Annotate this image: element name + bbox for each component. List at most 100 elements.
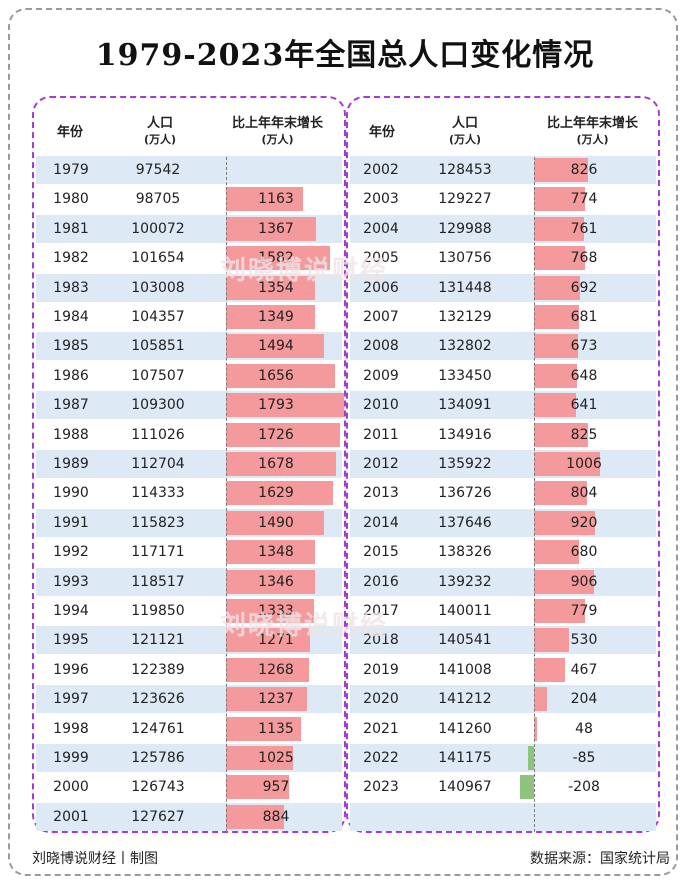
table-row: 1980 98705 1163 [36,185,342,213]
year-label: 2017 [363,603,399,619]
table-row: 1991 115823 1490 [36,508,342,537]
table-row: 2002 128453 826 [350,156,656,184]
table-row: 2021 141260 48 [350,715,656,743]
table-row: 1979 97542 [36,156,342,184]
table-row: 2015 138326 680 [350,538,656,566]
growth-value: 1271 [258,632,294,649]
growth-value: 1582 [258,250,294,267]
table-row: 2013 136726 804 [350,479,656,507]
table-row: 1987 109300 1793 [36,391,344,420]
growth-bar [226,657,310,682]
year-label: 2013 [363,485,399,502]
year-label: 1989 [53,456,89,472]
year-label: 2023 [363,779,399,796]
growth-bar [534,452,601,476]
population-value: 112704 [131,456,185,472]
growth-value: 673 [570,338,598,355]
growth-value: 648 [570,367,598,384]
year-label: 1993 [53,573,89,590]
table-row: 1995 121121 1271 [36,626,342,655]
table-row: 2019 141008 467 [350,656,656,684]
table-row: 2007 132129 681 [350,303,656,331]
growth-bar [226,187,303,212]
growth-value: 779 [570,603,598,619]
population-value: 141212 [438,691,492,708]
growth-bar [534,540,579,565]
growth-bar [226,628,310,653]
population-value: 114333 [131,485,185,502]
right-table-panel [346,96,660,833]
growth-value: 1025 [258,750,294,766]
growth-bar [520,775,534,800]
growth-value: 1346 [258,573,294,590]
growth-value: -85 [572,750,596,766]
year-label: 1988 [53,426,89,443]
growth-bar [226,599,314,623]
year-label: 1991 [53,514,89,531]
year-label: 1996 [53,661,89,678]
year-label: 2010 [363,397,399,414]
growth-value: 1348 [258,544,294,561]
population-value: 100072 [131,220,185,237]
year-label: 1982 [53,250,89,267]
header-growth-right: 比上年年末增长 (万人) [530,116,655,148]
population-value: 115823 [131,514,185,531]
year-label: 1987 [53,397,89,414]
growth-bar [534,599,586,623]
table-row: 2017 140011 779 [350,597,656,625]
year-label: 2016 [363,573,399,590]
growth-value: 884 [262,808,290,825]
population-value: 105851 [131,338,185,355]
population-value: 126743 [131,779,185,796]
population-value: 127627 [131,808,185,825]
growth-value: 467 [570,661,598,678]
population-value: 125786 [131,750,185,766]
growth-bar [226,246,331,271]
table-row: 2000 126743 957 [36,773,342,801]
header-growth-label: 比上年年末增长 [546,116,638,131]
growth-value: 641 [570,397,598,414]
table-row: 1981 100072 1367 [36,214,342,243]
year-label: 2020 [363,691,399,708]
growth-value: 1163 [258,191,294,208]
population-value: 132129 [438,309,492,325]
year-label: 2002 [363,162,399,178]
year-label: 2000 [53,779,89,796]
year-label: 2022 [363,750,399,766]
header-growth-unit: (万人) [576,133,609,146]
growth-bar [226,510,325,535]
growth-bar [528,746,534,770]
growth-value: 804 [570,485,598,502]
growth-value: 957 [262,779,290,796]
table-row: 2003 129227 774 [350,185,656,213]
table-row: 2011 134916 825 [350,421,656,449]
population-value: 138326 [438,544,492,561]
growth-value: 1237 [258,691,294,708]
growth-value: 1006 [566,456,602,472]
footer-source: 数据来源：国家统计局 [530,851,670,867]
year-label: 2003 [363,191,399,208]
year-label: 2007 [363,309,399,325]
population-value: 139232 [438,573,492,590]
population-value: 141008 [438,661,492,678]
population-value: 135922 [438,456,492,472]
population-value: 141260 [438,720,492,737]
year-label: 1995 [53,632,89,649]
population-value: 98705 [135,191,181,208]
population-value: 132802 [438,338,492,355]
population-value: 129227 [438,191,492,208]
population-value: 140011 [438,603,492,619]
table-row: 1984 104357 1349 [36,303,342,331]
growth-bar [226,216,316,241]
table-row: 2016 139232 906 [350,567,656,596]
year-label: 1981 [53,220,89,237]
year-label: 1990 [53,485,89,502]
growth-bar [226,422,340,447]
population-value: 124761 [131,720,185,737]
growth-value: 680 [570,544,598,561]
growth-bar [226,393,344,418]
footer-credit: 刘晓博说财经丨制图 [32,851,158,867]
growth-value: 1135 [258,720,294,737]
population-value: 133450 [438,367,492,384]
growth-value: 768 [570,250,598,267]
